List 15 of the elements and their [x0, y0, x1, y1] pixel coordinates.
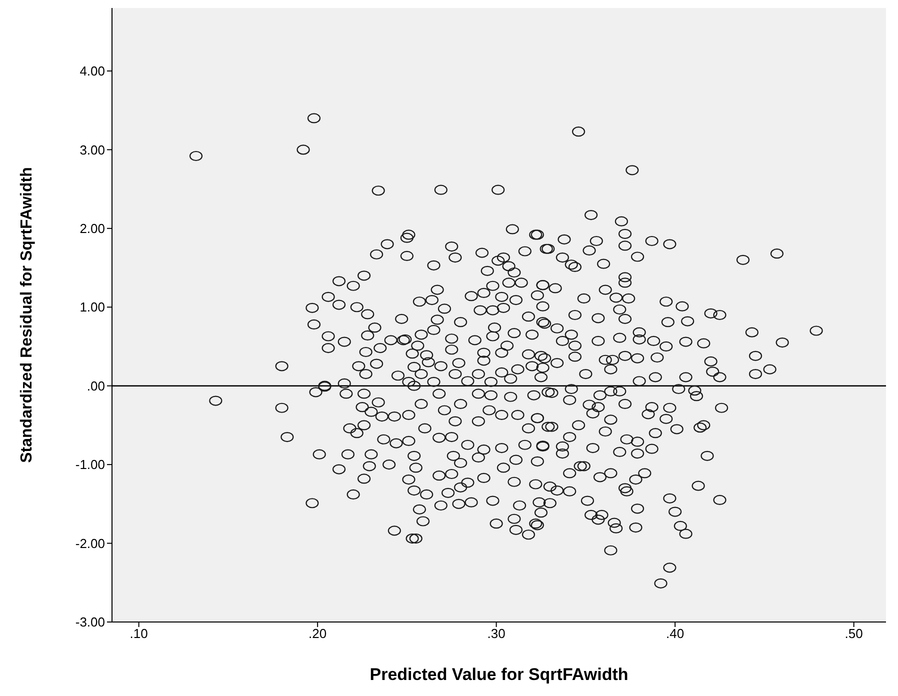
- y-axis-title: Standardized Residual for SqrtFAwidth: [18, 167, 36, 463]
- y-tick-label: 2.00: [80, 221, 105, 236]
- x-tick-label: .40: [666, 626, 684, 642]
- x-tick-label: .30: [487, 626, 506, 642]
- x-tick-label: .50: [844, 626, 863, 642]
- y-tick-label: 3.00: [80, 142, 105, 158]
- y-tick-label: -3.00: [75, 614, 105, 630]
- x-tick-label: .20: [308, 626, 327, 642]
- y-tick-label: .00: [86, 378, 105, 394]
- y-tick-label: -1.00: [75, 457, 105, 472]
- x-axis-title: Predicted Value for SqrtFAwidth: [370, 665, 628, 684]
- y-tick-label: 1.00: [80, 300, 105, 315]
- y-tick-label: -2.00: [75, 536, 105, 551]
- y-tick-label: 4.00: [80, 64, 105, 79]
- x-tick-label: .10: [130, 626, 148, 642]
